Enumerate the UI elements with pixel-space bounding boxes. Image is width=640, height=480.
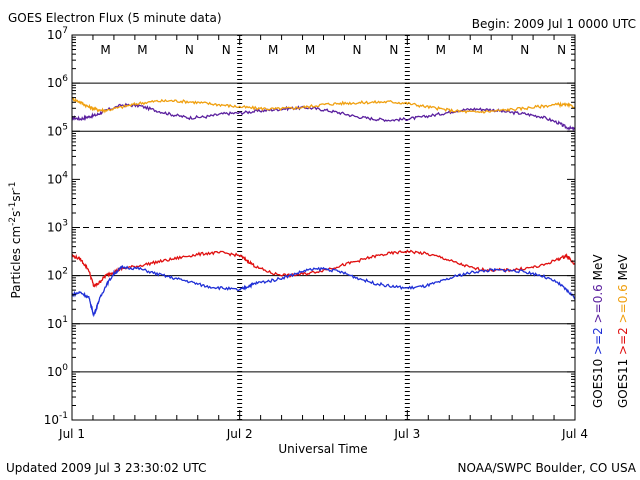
y-tick-label: 104 bbox=[47, 170, 68, 186]
marker-label: M bbox=[436, 43, 446, 57]
series-line-3 bbox=[71, 265, 576, 318]
y-tick-label: 107 bbox=[47, 26, 68, 42]
marker-label: M bbox=[100, 43, 110, 57]
legend-entry: GOES10 >=2 >=0.6 MeV bbox=[591, 254, 605, 408]
marker-label: N bbox=[222, 43, 231, 57]
plot-frame bbox=[71, 34, 576, 421]
data-series bbox=[71, 96, 576, 318]
marker-label: M bbox=[268, 43, 278, 57]
chart-title: GOES Electron Flux (5 minute data) bbox=[8, 11, 222, 25]
y-tick-label: 10-1 bbox=[44, 411, 68, 427]
y-tick-label: 100 bbox=[47, 363, 68, 379]
marker-label: N bbox=[557, 43, 566, 57]
marker-label: M bbox=[473, 43, 483, 57]
y-tick-label: 105 bbox=[47, 122, 68, 138]
y-tick-label: 102 bbox=[47, 267, 68, 283]
marker-label: M bbox=[137, 43, 147, 57]
grid-lines bbox=[72, 35, 575, 420]
marker-label: N bbox=[185, 43, 194, 57]
x-tick-label: Jul 1 bbox=[58, 427, 85, 441]
x-tick-label: Jul 2 bbox=[226, 427, 253, 441]
credit-text: NOAA/SWPC Boulder, CO USA bbox=[458, 461, 637, 475]
series-line-0 bbox=[71, 102, 576, 132]
updated-timestamp: Updated 2009 Jul 3 23:30:02 UTC bbox=[6, 461, 206, 475]
series-line-1 bbox=[71, 96, 576, 114]
y-tick-label: 101 bbox=[47, 315, 68, 331]
begin-date: Begin: 2009 Jul 1 0000 UTC bbox=[472, 17, 636, 31]
marker-label: M bbox=[305, 43, 315, 57]
legend: GOES10 >=2 >=0.6 MeV GOES11 >=2 >=0.6 MeV bbox=[591, 254, 630, 408]
y-tick-label: 106 bbox=[47, 74, 68, 90]
x-tick-label: Jul 4 bbox=[561, 427, 588, 441]
marker-label: N bbox=[520, 43, 529, 57]
y-tick-label: 103 bbox=[47, 219, 68, 235]
x-axis-label: Universal Time bbox=[278, 442, 367, 456]
legend-entry: GOES11 >=2 >=0.6 MeV bbox=[616, 254, 630, 408]
x-tick-label: Jul 3 bbox=[393, 427, 420, 441]
y-axis-label: Particles cm-2s-1sr-1 bbox=[8, 181, 23, 298]
marker-label: N bbox=[353, 43, 362, 57]
marker-label: N bbox=[389, 43, 398, 57]
